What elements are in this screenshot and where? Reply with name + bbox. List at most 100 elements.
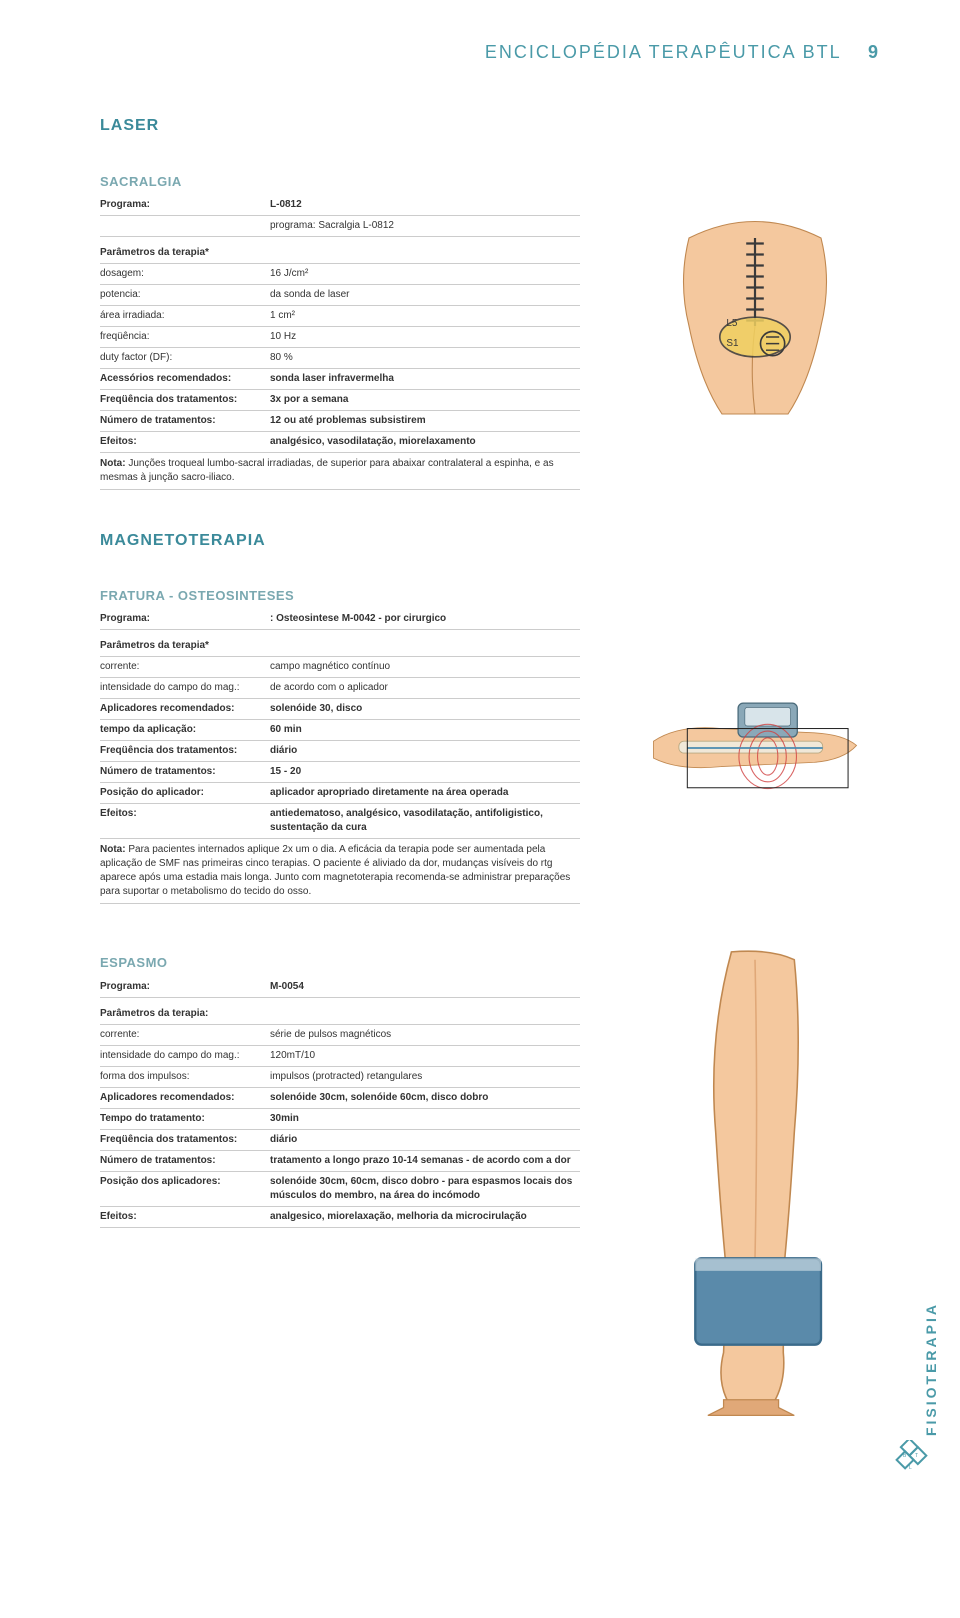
row-value: 3x por a semana [270,393,580,407]
side-label: FISIOTERAPIA [922,1302,942,1436]
table-row: Número de tratamentos:12 ou até problema… [100,411,580,432]
espasmo-params-header: Parâmetros da terapia: [100,1004,580,1025]
table-row: Aplicadores recomendados:solenóide 30, d… [100,699,580,720]
row-label: Aplicadores recomendados: [100,1091,270,1105]
row-label: duty factor (DF): [100,351,270,365]
row-label: dosagem: [100,267,270,281]
row-label: Programa: [100,198,270,212]
row-value: 15 - 20 [270,765,580,779]
table-row: Programa:L-0812 [100,195,580,216]
laser-rows: Programa:L-0812 programa: Sacralgia L-081… [100,195,580,237]
row-value: impulsos (protracted) retangulares [270,1070,580,1084]
table-row: corrente:campo magnético contínuo [100,657,580,678]
row-value: L-0812 [270,198,580,212]
table-row: Posição dos aplicadores:solenóide 30cm, … [100,1172,580,1207]
note-text: Para pacientes internados aplique 2x um … [100,844,570,897]
row-value: : Osteosintese M-0042 - por cirurgico [270,612,580,626]
row-label: Efeitos: [100,1210,270,1224]
svg-text:T: T [915,1453,918,1459]
table-row: Freqüência dos tratamentos:diário [100,741,580,762]
row-value: aplicador apropriado diretamente na área… [270,786,580,800]
row-value: 120mT/10 [270,1049,580,1063]
row-label: tempo da aplicação: [100,723,270,737]
table-row: intensidade do campo do mag.:120mT/10 [100,1046,580,1067]
row-value: 30min [270,1112,580,1126]
row-label: Número de tratamentos: [100,765,270,779]
row-value: 16 J/cm² [270,267,580,281]
row-value: de acordo com o aplicador [270,681,580,695]
laser-note: Nota: Junções troqueal lumbo-sacral irra… [100,453,580,490]
note-label: Nota: [100,844,126,855]
row-value: antiedematoso, analgésico, vasodilatação… [270,807,580,835]
magneto-subheading: FRATURA - OSTEOSINTESES [100,587,580,605]
row-label: Número de tratamentos: [100,1154,270,1168]
row-value: 60 min [270,723,580,737]
magneto-note: Nota: Para pacientes internados aplique … [100,839,580,904]
arm-coil-icon [645,682,865,800]
magneto-heading: MAGNETOTERAPIA [100,530,900,552]
row-label: potencia: [100,288,270,302]
table-row: Posição do aplicador:aplicador apropriad… [100,783,580,804]
table-row: corrente:série de pulsos magnéticos [100,1025,580,1046]
row-label: corrente: [100,1028,270,1042]
row-value: solenóide 30cm, 60cm, disco dobro - para… [270,1175,580,1203]
laser-heading: LASER [100,115,900,137]
row-label: Tempo do tratamento: [100,1112,270,1126]
row-value: programa: Sacralgia L-0812 [270,219,580,233]
row-label: forma dos impulsos: [100,1070,270,1084]
row-value: diário [270,744,580,758]
row-value: tratamento a longo prazo 10-14 semanas -… [270,1154,580,1168]
table-row: Acessórios recomendados:sonda laser infr… [100,369,580,390]
table-row: Tempo do tratamento:30min [100,1109,580,1130]
table-row: freqüência:10 Hz [100,327,580,348]
row-label: Posição dos aplicadores: [100,1175,270,1203]
magneto-illustration [610,577,900,904]
row-value: sonda laser infravermelha [270,372,580,386]
table-row: Número de tratamentos:tratamento a longo… [100,1151,580,1172]
table-row: Aplicadores recomendados:solenóide 30cm,… [100,1088,580,1109]
table-row: Efeitos:antiedematoso, analgésico, vasod… [100,804,580,839]
espasmo-params: corrente:série de pulsos magnéticosinten… [100,1025,580,1228]
table-row: forma dos impulsos:impulsos (protracted)… [100,1067,580,1088]
row-label: Número de tratamentos: [100,414,270,428]
table-row: Freqüência dos tratamentos:diário [100,1130,580,1151]
magneto-rows: Programa:: Osteosintese M-0042 - por cir… [100,609,580,630]
table-row: programa: Sacralgia L-0812 [100,216,580,237]
leg-band-icon [645,944,865,1415]
row-value: solenóide 30cm, solenóide 60cm, disco do… [270,1091,580,1105]
row-value: analgésico, vasodilatação, miorelaxament… [270,435,580,449]
row-value: 10 Hz [270,330,580,344]
svg-text:L: L [909,1465,912,1471]
row-label: freqüência: [100,330,270,344]
page-header: ENCICLOPÉDIA TERAPÊUTICA BTL 9 [100,40,900,65]
row-label: intensidade do campo do mag.: [100,681,270,695]
laser-params-header: Parâmetros da terapia* [100,243,580,264]
table-row: duty factor (DF):80 % [100,348,580,369]
laser-illustration: L5 S1 [610,163,900,490]
row-label: área irradiada: [100,309,270,323]
row-value: série de pulsos magnéticos [270,1028,580,1042]
row-label: Programa: [100,980,270,994]
back-torso-icon: L5 S1 [645,216,865,436]
page-number: 9 [868,42,880,62]
row-value: da sonda de laser [270,288,580,302]
table-row: dosagem:16 J/cm² [100,264,580,285]
table-row: Freqüência dos tratamentos:3x por a sema… [100,390,580,411]
row-label: corrente: [100,660,270,674]
row-label: Posição do aplicador: [100,786,270,800]
row-value: 1 cm² [270,309,580,323]
espasmo-block: ESPASMO Programa:M-0054 Parâmetros da te… [100,944,900,1415]
laser-subheading: SACRALGIA [100,173,580,191]
espasmo-rows: Programa:M-0054 [100,977,580,998]
row-label: Freqüência dos tratamentos: [100,393,270,407]
laser-left: SACRALGIA Programa:L-0812 programa: Sacra… [100,163,580,490]
magneto-params-header: Parâmetros da terapia* [100,636,580,657]
table-row: Programa:M-0054 [100,977,580,998]
magneto-params: corrente:campo magnético contínuo intensi… [100,657,580,839]
svg-text:S1: S1 [726,338,739,349]
row-label: intensidade do campo do mag.: [100,1049,270,1063]
laser-block: SACRALGIA Programa:L-0812 programa: Sacra… [100,163,900,490]
espasmo-illustration [610,944,900,1415]
svg-text:L5: L5 [726,318,738,329]
row-value: 80 % [270,351,580,365]
